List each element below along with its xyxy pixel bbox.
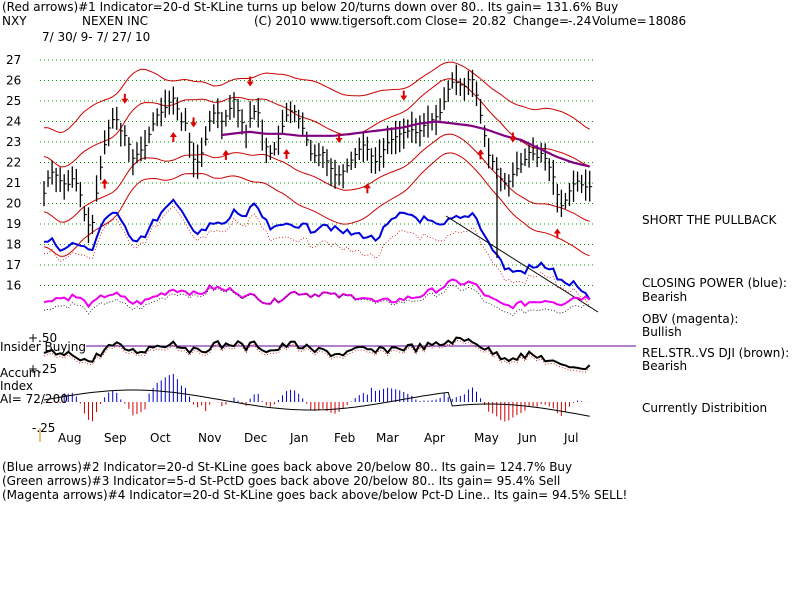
change-value: -.24: [568, 14, 592, 28]
y-tick-19: 19: [6, 217, 21, 231]
price-gridlines: [40, 59, 594, 286]
closing-power-ma: [43, 205, 591, 307]
y-tick-27: 27: [6, 53, 21, 67]
insider-buying-label: Insider Buying: [0, 340, 86, 354]
closing-power-trendline: [445, 215, 599, 313]
closing-power-title: CLOSING POWER (blue):: [642, 276, 787, 290]
level-minus-25: -.25: [32, 421, 56, 435]
buy-arrow-head: [222, 149, 230, 155]
accum-ma: [43, 389, 590, 417]
y-tick-21: 21: [6, 176, 21, 190]
date-range: 7/ 30/ 9- 7/ 27/ 10: [42, 30, 151, 44]
y-tick-25: 25: [6, 94, 21, 108]
obv-ma: [43, 284, 590, 317]
obv-panel: [43, 278, 591, 317]
volume-label: Volume=: [592, 14, 647, 28]
y-tick-22: 22: [6, 156, 21, 170]
accum-status: Currently Distribition: [642, 401, 768, 415]
x-tick-nov: Nov: [198, 431, 221, 445]
relative-strength-line: [43, 336, 591, 371]
change-label: Change=: [513, 14, 569, 28]
closing-power-panel: [43, 176, 599, 313]
accum-label: Accum: [0, 366, 41, 380]
footer-blue-arrows: (Blue arrows)#2 Indicator=20-d St-KLine …: [2, 460, 573, 474]
y-tick-26: 26: [6, 74, 21, 88]
short-pullback-note: SHORT THE PULLBACK: [642, 213, 777, 227]
relstr-status: Bearish: [642, 359, 688, 373]
footer-green-arrows: (Green arrows)#3 Indicator=5-d St-PctD g…: [2, 474, 561, 488]
y-tick-16: 16: [6, 279, 21, 293]
footer-magenta-arrows: (Magenta arrows)#4 Indicator=20-d St-KLi…: [2, 488, 628, 502]
price-bars: [43, 64, 593, 244]
lower-outer-band: [43, 152, 590, 257]
volume-value: 18086: [648, 14, 687, 28]
relative-strength-ma: [43, 340, 590, 373]
buy-arrow-head: [101, 178, 109, 184]
moving-average: [221, 120, 590, 168]
buy-arrow-head: [477, 149, 485, 155]
obv-title: OBV (magenta):: [642, 312, 739, 326]
x-tick-aug: Aug: [58, 431, 81, 445]
x-tick-may: May: [474, 431, 499, 445]
sell-arrow-head: [246, 81, 254, 87]
obv-status: Bullish: [642, 325, 682, 339]
x-tick-labels: Aug Sep Oct Nov Dec Jan Feb Mar Apr May Jun Jul: [58, 431, 578, 445]
upper-inner-band: [43, 78, 590, 168]
buy-arrow-head: [169, 131, 177, 137]
closing-power-status: Bearish: [642, 290, 688, 304]
buy-arrow-head: [553, 228, 561, 234]
close-value: 20.82: [472, 14, 507, 28]
company-name: NEXEN INC: [82, 14, 149, 28]
x-tick-mar: Mar: [376, 431, 399, 445]
obv-line: [43, 278, 591, 310]
sell-arrow-head: [190, 122, 198, 128]
y-tick-20: 20: [6, 197, 21, 211]
sell-arrow-head: [400, 95, 408, 101]
sell-arrow-head: [121, 98, 129, 104]
y-tick-17: 17: [6, 258, 21, 272]
buy-arrow-head: [283, 149, 291, 155]
x-tick-feb: Feb: [334, 431, 355, 445]
buy-arrow-head: [363, 183, 371, 189]
x-tick-jun: Jun: [517, 431, 537, 445]
ticker-symbol: NXY: [2, 14, 27, 28]
upper-outer-band: [44, 61, 590, 134]
y-tick-18: 18: [6, 238, 21, 252]
level-plus-50: +.50: [28, 331, 58, 345]
relstr-title: REL.STR..VS DJI (brown):: [642, 346, 790, 360]
relative-strength-panel: [43, 336, 636, 373]
y-tick-23: 23: [6, 135, 21, 149]
x-tick-dec: Dec: [244, 431, 267, 445]
x-tick-jan: Jan: [289, 431, 309, 445]
y-tick-labels: 27 26 25 24 23 22 21 20 19 18 17 16: [6, 53, 21, 293]
header-signal-line: (Red arrows)#1 Indicator=20-d St-KLine t…: [2, 0, 619, 14]
sell-arrow-head: [335, 137, 343, 143]
ai-value: AI= 72/200: [0, 392, 68, 406]
x-tick-oct: Oct: [150, 431, 171, 445]
ma-line: [221, 120, 590, 168]
x-tick-sep: Sep: [104, 431, 127, 445]
signal-arrows: [101, 76, 561, 239]
close-label: Close=: [425, 14, 468, 28]
sell-arrow-head: [509, 137, 517, 143]
level-plus-25: +.25: [28, 362, 58, 376]
accumulation-panel: [39, 373, 591, 442]
x-tick-apr: Apr: [424, 431, 445, 445]
x-tick-jul: Jul: [563, 431, 578, 445]
y-tick-24: 24: [6, 115, 21, 129]
closing-power-line: [43, 198, 591, 301]
lower-inner-band: [43, 133, 590, 223]
copyright-text: (C) 2010 www.tigersoft.com: [254, 14, 422, 28]
index-label: Index: [0, 379, 34, 393]
price-bands: [43, 61, 590, 257]
